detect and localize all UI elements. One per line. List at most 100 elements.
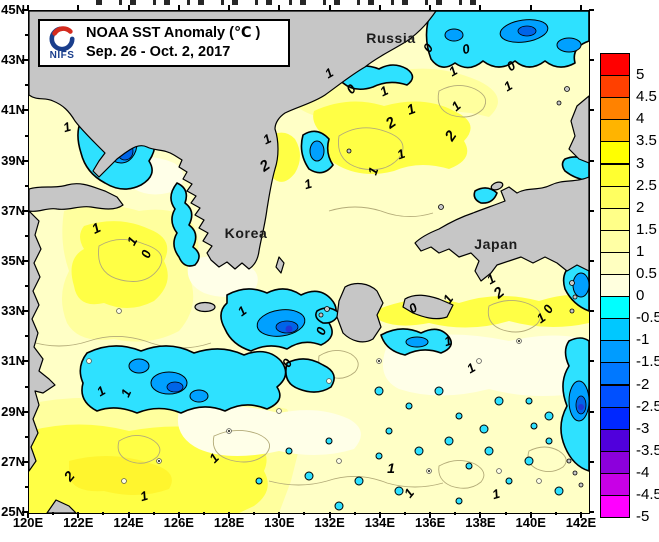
colorbar-segment xyxy=(600,53,630,77)
colorbar-label: 1.5 xyxy=(636,220,657,238)
y-major-tick-right xyxy=(589,59,594,62)
y-major-tick-right xyxy=(589,109,594,112)
y-axis-label: 39N xyxy=(1,152,25,168)
colorbar-label: 4.5 xyxy=(636,88,657,106)
colorbar-segment xyxy=(600,75,630,99)
y-minor-tick xyxy=(25,335,28,338)
y-major-tick xyxy=(22,260,28,262)
y-major-tick xyxy=(22,9,28,11)
x-minor-tick xyxy=(102,512,105,515)
x-minor-tick xyxy=(253,512,256,515)
land-jeju xyxy=(194,301,216,313)
colorbar-segment xyxy=(600,251,630,275)
colorbar-label: -1 xyxy=(636,331,650,349)
y-major-tick-right xyxy=(589,310,594,313)
colorbar-segment xyxy=(600,428,630,452)
colorbar-segment xyxy=(600,274,630,298)
x-axis-label: 122E xyxy=(63,515,94,530)
y-major-tick-right xyxy=(589,360,594,363)
x-minor-tick xyxy=(504,512,507,515)
x-major-tick xyxy=(278,512,281,518)
yellow-core xyxy=(69,455,172,496)
x-major-tick-top xyxy=(77,5,80,10)
land-islets xyxy=(318,86,584,488)
colorbar-label: -2 xyxy=(636,375,650,393)
colorbar-label: -4.5 xyxy=(636,486,659,503)
colorbar-label: -1.5 xyxy=(636,353,659,371)
land-honshu xyxy=(414,176,589,282)
x-axis-label: 142E xyxy=(565,515,597,530)
x-major-tick xyxy=(228,512,231,518)
x-major-tick-top xyxy=(228,5,231,10)
land-hokkaido xyxy=(568,95,589,164)
map-plot-area: Russia Korea Japan 1 1 2 1 0 1 0 0 1 0 1 1 2 1 2 1 1 1 1 1 0 1 1 2… xyxy=(28,10,590,514)
y-axis-label: 35N xyxy=(1,253,25,268)
blue-darkest-cores xyxy=(285,325,584,410)
colorbar-label: -5 xyxy=(636,508,650,526)
nifs-logo-label: NIFS xyxy=(49,50,75,61)
x-major-tick-top xyxy=(579,5,582,10)
land-shandong xyxy=(29,183,124,213)
x-major-tick-top xyxy=(529,5,532,10)
y-major-tick-right xyxy=(589,209,594,212)
colorbar-label: -3.5 xyxy=(636,441,659,459)
x-major-tick-top xyxy=(127,5,130,10)
x-major-tick-top xyxy=(479,5,482,10)
x-axis-label: 132E xyxy=(314,515,345,530)
x-major-tick xyxy=(27,512,29,518)
y-axis-label: 41N xyxy=(1,102,25,118)
sst-contour-map xyxy=(29,11,589,513)
y-major-tick xyxy=(22,511,28,513)
x-minor-tick xyxy=(52,512,55,515)
y-minor-tick xyxy=(25,134,28,137)
colorbar-label: -3 xyxy=(636,419,650,437)
nifs-logo: NIFS xyxy=(40,25,84,61)
y-major-tick-right xyxy=(589,511,594,513)
land-china-coast xyxy=(29,210,56,472)
colorbar-segment xyxy=(600,163,630,187)
colorbar-label: 1 xyxy=(636,242,645,260)
colorbar-label: 2.5 xyxy=(636,176,657,194)
x-axis-label: 140E xyxy=(515,515,546,530)
x-major-tick xyxy=(479,512,482,518)
y-major-tick xyxy=(22,159,28,162)
figure-title: NOAA SST Anomaly (℃ ) xyxy=(86,25,261,41)
x-axis-label: 138E xyxy=(465,515,496,530)
minor-contour-lines xyxy=(29,85,567,489)
y-minor-tick xyxy=(25,184,28,187)
colorbar-label: 3 xyxy=(636,154,645,172)
x-minor-tick xyxy=(404,512,407,515)
y-major-tick-right xyxy=(589,9,594,11)
cream-dots xyxy=(86,308,542,484)
x-major-tick xyxy=(328,512,331,518)
colorbar-label: 5 xyxy=(636,66,645,84)
land-china-south xyxy=(46,499,77,513)
y-minor-tick xyxy=(25,84,28,87)
y-major-tick-right xyxy=(589,460,594,463)
x-major-tick-top xyxy=(177,5,180,10)
x-axis-label: 124E xyxy=(113,515,144,530)
x-major-tick xyxy=(177,512,180,518)
y-major-tick-right xyxy=(589,410,594,413)
y-major-tick-right xyxy=(589,260,594,262)
x-axis-label: 128E xyxy=(213,515,245,530)
x-major-tick xyxy=(127,512,130,518)
x-minor-tick xyxy=(554,512,557,515)
y-major-tick xyxy=(22,460,28,463)
colorbar-label: 2 xyxy=(636,198,645,216)
x-major-tick xyxy=(579,512,582,518)
colorbar-label: 3.5 xyxy=(636,132,657,150)
y-axis-label: 31N xyxy=(1,353,25,369)
colorbar-segment xyxy=(600,450,630,474)
x-minor-tick xyxy=(152,512,155,515)
y-minor-tick xyxy=(25,285,28,288)
x-major-tick-top xyxy=(378,5,381,10)
x-major-tick-top xyxy=(278,5,281,10)
x-major-tick xyxy=(378,512,381,518)
x-major-tick-top xyxy=(429,5,432,10)
x-major-tick xyxy=(77,512,80,518)
colorbar-segment xyxy=(600,97,630,121)
colorbar-segment xyxy=(600,318,630,342)
y-axis-label: 25N xyxy=(1,504,25,519)
colorbar-segment xyxy=(600,141,630,165)
